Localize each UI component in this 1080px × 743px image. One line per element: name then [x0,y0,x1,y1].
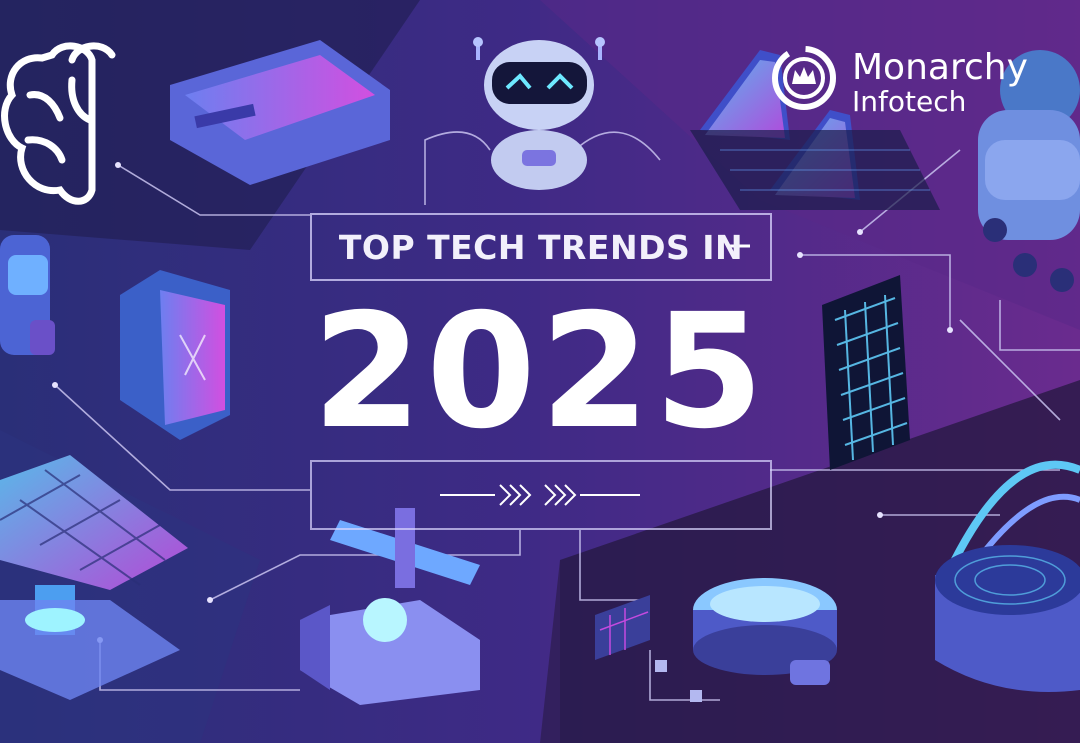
smart-device-icon [120,270,230,440]
service-robot-icon [978,50,1080,292]
chevron-arrows-icon [440,484,640,506]
dome-cage-icon [935,460,1080,692]
glass-panel-icon [822,275,910,470]
brand-logo-block: Monarchy Infotech [770,44,1070,124]
brand-subtitle: Infotech [852,85,967,118]
brain-icon [1,42,116,205]
left-robot-icon [0,235,55,355]
arrow-frame [310,460,772,530]
robotic-arm-icon [300,508,480,705]
robot-head-icon [473,37,605,190]
monarchy-crown-logo-icon [772,46,836,110]
solar-panel-icon [0,455,188,700]
brand-name: Monarchy [852,47,1028,88]
vr-headset-icon [170,40,390,185]
circuit-chip-icon [595,595,702,702]
solar-array-icon [690,50,940,210]
headline-text: TOP TECH TRENDS IN [310,213,772,281]
year-text: 2025 [312,280,768,464]
smart-speaker-icon [693,578,837,685]
